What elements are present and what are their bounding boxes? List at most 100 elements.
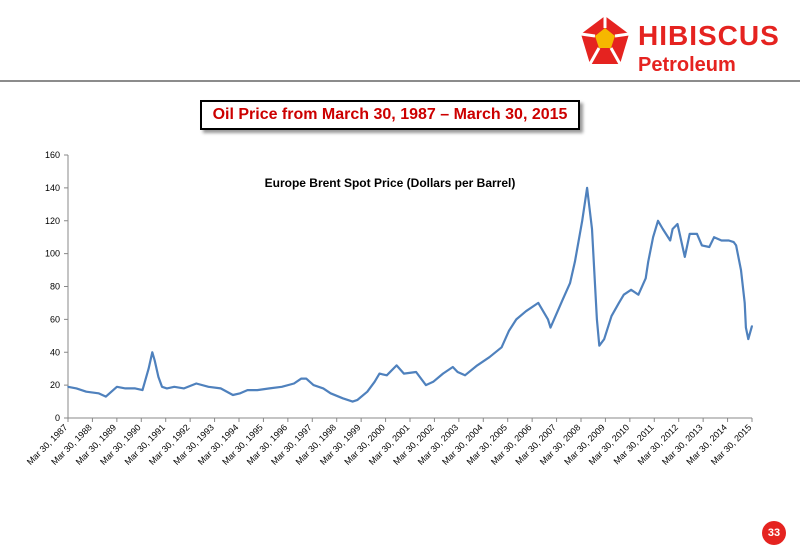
- data-point: [728, 239, 730, 242]
- data-point: [591, 228, 593, 230]
- y-tick-label: 140: [45, 183, 60, 193]
- data-point: [173, 386, 176, 388]
- data-point: [151, 351, 154, 354]
- data-point: [246, 389, 249, 391]
- data-point: [207, 386, 210, 388]
- data-point: [268, 387, 271, 390]
- data-point: [322, 387, 325, 390]
- hibiscus-flower-icon: [580, 16, 630, 65]
- data-point: [713, 236, 715, 238]
- data-point: [688, 233, 691, 235]
- data-point: [745, 326, 747, 329]
- data-point: [586, 187, 588, 189]
- data-point: [456, 371, 459, 373]
- y-tick-label: 80: [50, 282, 60, 292]
- y-tick-label: 0: [55, 413, 60, 423]
- brand-name: HIBISCUS: [638, 20, 780, 51]
- brand-subname: Petroleum: [638, 54, 736, 76]
- data-point: [708, 246, 711, 248]
- data-point: [735, 244, 737, 247]
- data-point: [116, 386, 118, 388]
- data-point: [537, 302, 540, 304]
- data-point: [153, 359, 156, 362]
- data-point: [134, 387, 136, 390]
- data-point: [630, 289, 632, 291]
- data-point: [574, 261, 576, 263]
- data-point: [561, 298, 564, 301]
- header-divider: [0, 80, 800, 82]
- data-point: [312, 384, 315, 386]
- data-point: [657, 220, 659, 222]
- data-point: [157, 376, 160, 378]
- data-point: [239, 392, 241, 395]
- data-point: [732, 241, 735, 243]
- data-point: [652, 236, 654, 238]
- data-point: [366, 390, 369, 393]
- data-point: [403, 372, 405, 375]
- data-point: [647, 261, 649, 263]
- data-point: [432, 381, 435, 383]
- y-tick-label: 20: [50, 380, 60, 390]
- data-point: [97, 392, 100, 395]
- data-point: [195, 382, 198, 385]
- data-point: [342, 397, 344, 400]
- data-point: [386, 374, 388, 377]
- data-point: [549, 326, 552, 329]
- data-point: [75, 387, 78, 390]
- data-point: [305, 377, 308, 380]
- data-point: [67, 386, 69, 388]
- data-point: [637, 293, 640, 296]
- data-point: [141, 389, 144, 391]
- data-point: [256, 389, 259, 391]
- data-point: [293, 382, 295, 385]
- data-point: [569, 282, 571, 284]
- data-point: [603, 338, 605, 340]
- company-logo: HIBISCUS Petroleum: [577, 14, 789, 78]
- page-number-badge: 33: [762, 521, 786, 545]
- data-point: [669, 239, 671, 242]
- data-point: [644, 277, 647, 280]
- data-point: [488, 356, 491, 358]
- data-point: [671, 228, 674, 230]
- data-point: [395, 364, 398, 367]
- data-point: [476, 364, 479, 367]
- data-point: [183, 387, 185, 390]
- data-point: [105, 395, 107, 398]
- data-point: [720, 239, 723, 242]
- data-point: [219, 387, 222, 390]
- data-point: [618, 302, 620, 304]
- data-point: [701, 244, 703, 247]
- data-point: [425, 384, 427, 386]
- data-point: [525, 310, 527, 312]
- data-point: [740, 269, 742, 271]
- y-tick-label: 160: [45, 150, 60, 160]
- data-point: [166, 387, 168, 390]
- data-point: [329, 392, 332, 395]
- data-point: [281, 386, 283, 388]
- data-point: [676, 223, 679, 225]
- data-point: [598, 344, 601, 347]
- data-point: [623, 293, 625, 296]
- y-tick-label: 40: [50, 347, 60, 357]
- data-point: [515, 318, 518, 321]
- data-point: [596, 318, 598, 321]
- data-point: [500, 346, 503, 349]
- data-point: [452, 366, 454, 368]
- data-point: [351, 400, 354, 403]
- data-point: [696, 233, 698, 235]
- data-point: [85, 390, 88, 393]
- data-point: [747, 338, 750, 340]
- slide-title: Oil Price from March 30, 1987 – March 30…: [200, 100, 580, 130]
- data-point: [415, 371, 417, 373]
- data-point: [464, 374, 466, 377]
- chart-title: Europe Brent Spot Price (Dollars per Bar…: [265, 176, 516, 190]
- y-tick-label: 120: [45, 216, 60, 226]
- data-point: [581, 220, 583, 222]
- data-point: [662, 228, 664, 230]
- data-point: [442, 372, 444, 375]
- data-point: [610, 315, 613, 317]
- data-point: [743, 302, 746, 304]
- y-tick-label: 100: [45, 249, 60, 259]
- data-point: [378, 372, 381, 375]
